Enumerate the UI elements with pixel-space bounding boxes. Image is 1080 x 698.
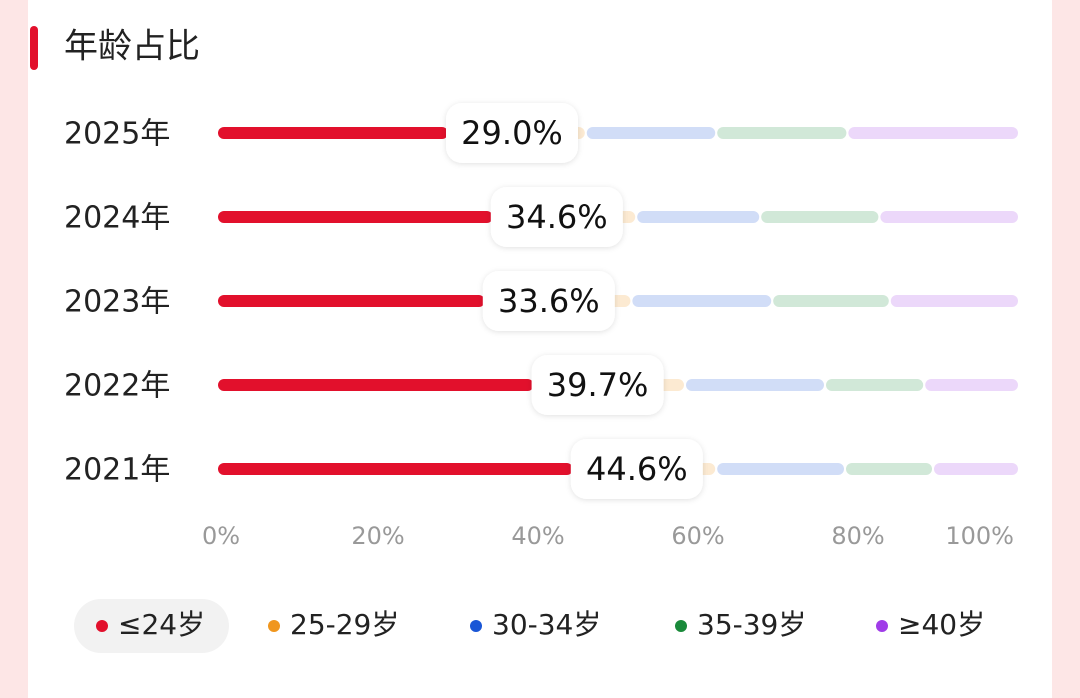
value-label: 44.6% [586,450,688,488]
legend-dot[interactable] [675,620,687,632]
bar-segment [586,127,716,139]
bar-segment [218,295,485,307]
legend-label[interactable]: 30-34岁 [492,608,601,641]
value-label: 33.6% [498,282,600,320]
bar-segment [218,463,573,475]
value-label: 39.7% [547,366,649,404]
legend-label[interactable]: 35-39岁 [697,608,806,641]
legend-dot[interactable] [876,620,888,632]
bar-segment [717,127,847,139]
value-label-bg [570,439,703,499]
legend-dot[interactable] [268,620,280,632]
value-label-bg [531,355,664,415]
value-label-bg [490,187,623,247]
bar-segment [925,379,1018,391]
bar-segment [637,211,760,223]
legend-active-bg[interactable] [74,599,229,653]
y-category-label: 2024年 [64,201,170,236]
chart-title: 年龄占比 [64,27,200,67]
y-category-label: 2021年 [64,453,170,488]
legend-label[interactable]: 25-29岁 [290,608,399,641]
y-category-label: 2023年 [64,285,170,320]
bar-segment [686,379,824,391]
value-label-bg [482,271,615,331]
bar-segment [218,211,493,223]
x-tick-label: 80% [831,522,884,550]
card [28,0,1052,698]
y-category-label: 2025年 [64,117,170,152]
x-tick-label: 40% [511,522,564,550]
x-tick-label: 60% [671,522,724,550]
value-label: 29.0% [461,114,563,152]
title-accent [30,26,38,70]
bar-segment [846,463,932,475]
bar-segment [761,211,879,223]
legend-label[interactable]: ≤24岁 [118,608,205,641]
bar-segment [880,211,1018,223]
value-label-bg [446,103,578,163]
x-tick-label: 0% [202,522,240,550]
bar-segment [717,463,844,475]
bar-segment [934,463,1018,475]
x-tick-label: 20% [351,522,404,550]
legend-dot[interactable] [96,620,108,632]
bar-segment [773,295,889,307]
bar-segment [218,127,448,139]
x-tick-label: 100% [945,522,1014,550]
bar-segment [218,379,534,391]
bar-segment [826,379,924,391]
legend-dot[interactable] [470,620,482,632]
y-category-label: 2022年 [64,369,170,404]
bar-segment [632,295,772,307]
bar-segment [890,295,1018,307]
value-label: 34.6% [506,198,608,236]
legend-label[interactable]: ≥40岁 [898,608,985,641]
bar-segment [848,127,1018,139]
